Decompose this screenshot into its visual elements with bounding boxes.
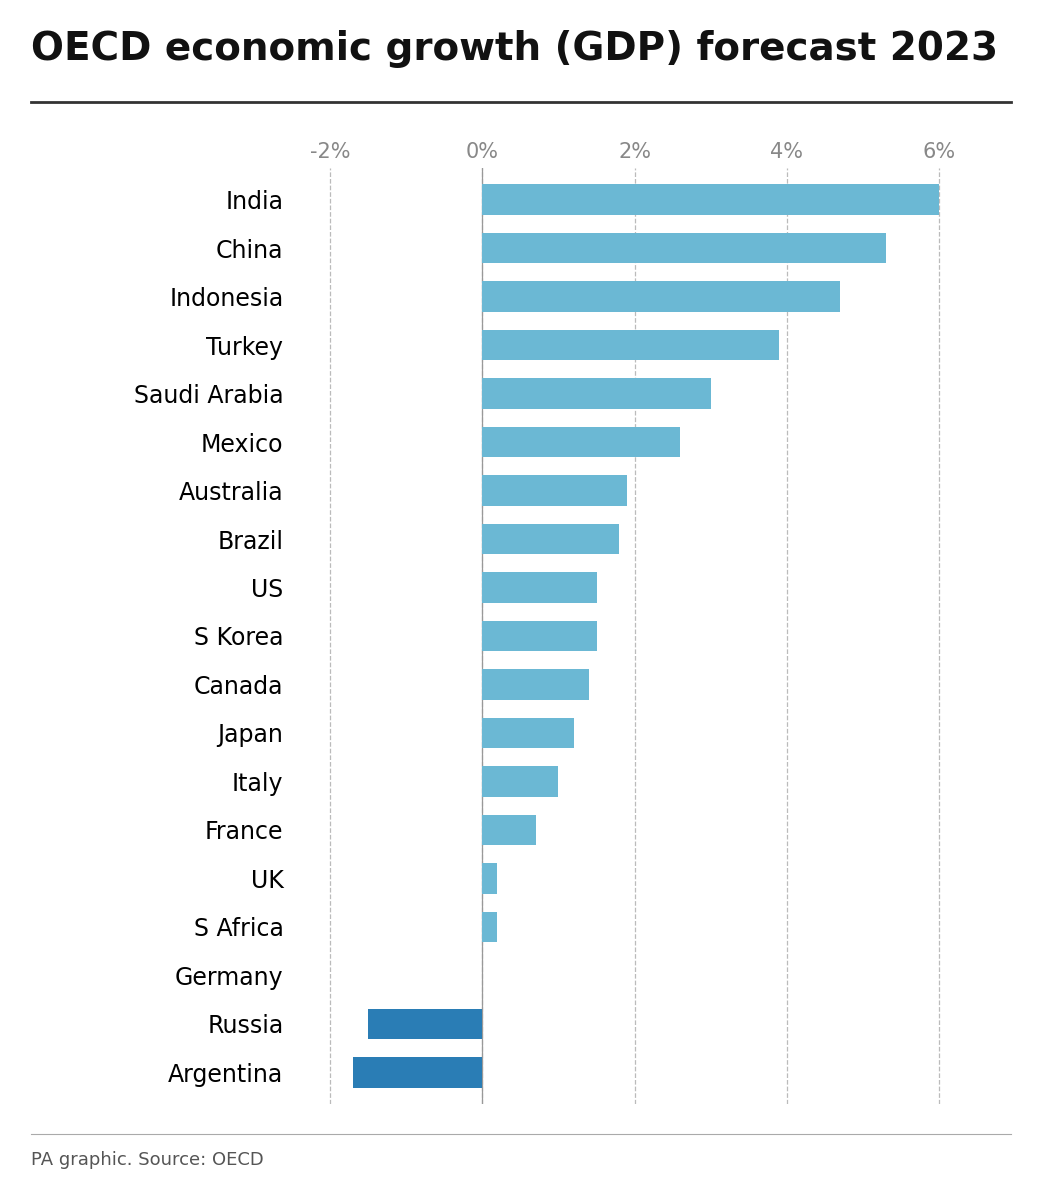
Bar — [482, 864, 497, 894]
Bar — [368, 1009, 482, 1039]
Bar — [482, 912, 497, 942]
Bar — [482, 718, 574, 748]
Text: OECD economic growth (GDP) forecast 2023: OECD economic growth (GDP) forecast 2023 — [31, 30, 998, 68]
Bar — [482, 475, 627, 505]
Bar — [482, 767, 559, 797]
Bar — [482, 378, 711, 408]
Bar — [482, 330, 779, 360]
Bar — [482, 620, 596, 652]
Text: PA graphic. Source: OECD: PA graphic. Source: OECD — [31, 1151, 264, 1169]
Bar — [482, 670, 589, 700]
Bar — [482, 282, 840, 312]
Bar — [352, 1057, 482, 1087]
Bar — [482, 815, 536, 845]
Bar — [482, 185, 940, 215]
Bar — [482, 572, 596, 602]
Bar — [482, 233, 886, 263]
Bar — [482, 427, 680, 457]
Bar — [482, 524, 619, 554]
